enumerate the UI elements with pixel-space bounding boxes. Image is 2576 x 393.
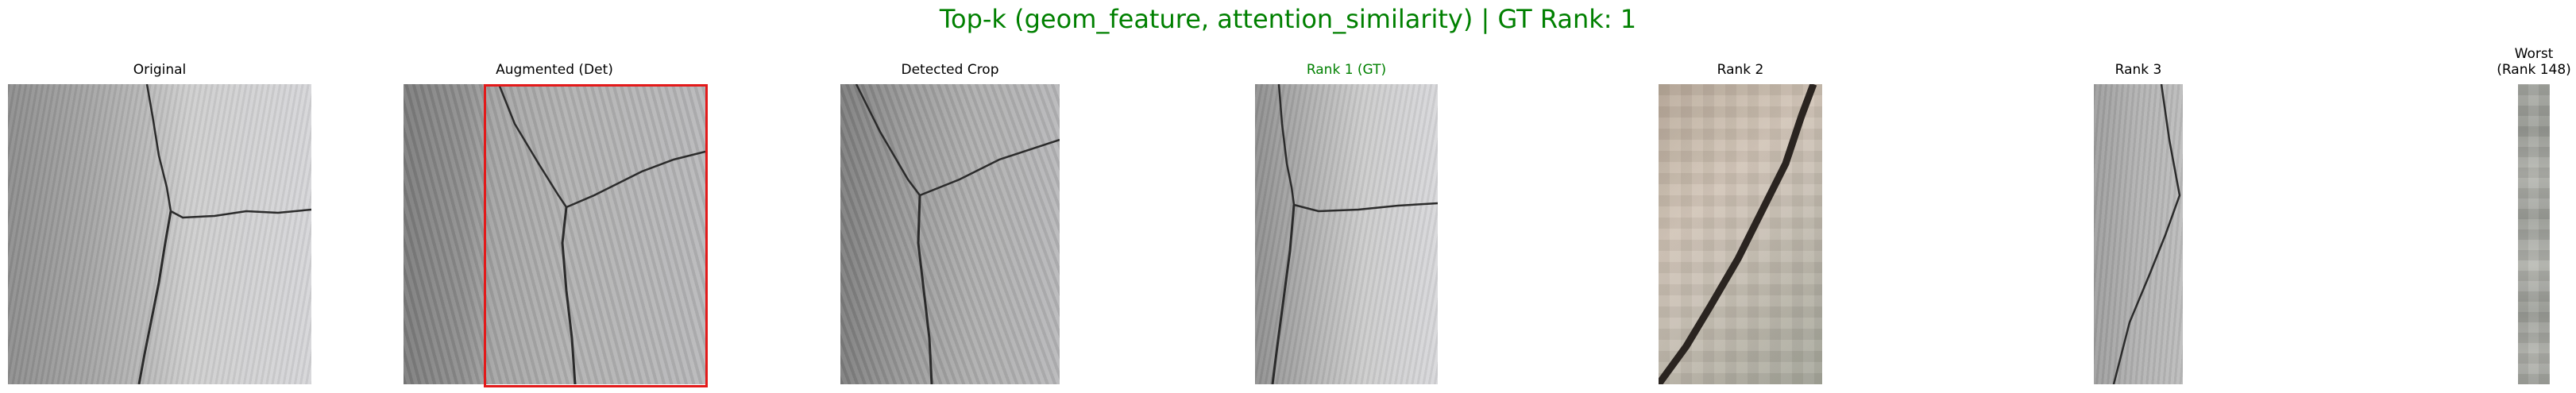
augmented-image: [404, 84, 705, 384]
panel-title-rank-3: Rank 3: [2114, 62, 2162, 78]
detection-box: [484, 84, 708, 387]
panel-title-original: Original: [133, 62, 187, 78]
panel-title-detected-crop: Detected Crop: [901, 62, 999, 78]
panel-title-worst: Worst (Rank 148): [2497, 46, 2571, 78]
panel-title-rank-1: Rank 1 (GT): [1306, 62, 1387, 78]
detected-crop-image: [840, 84, 1060, 384]
panel-title-augmented: Augmented (Det): [496, 62, 613, 78]
original-image: [8, 84, 311, 384]
rank-3-image: [2094, 84, 2183, 384]
rank-2-image: [1659, 84, 1822, 384]
rank-1-image: [1255, 84, 1438, 384]
figure-title: Top-k (geom_feature, attention_similarit…: [939, 4, 1637, 34]
worst-image: [2518, 84, 2550, 384]
panel-title-rank-2: Rank 2: [1717, 62, 1764, 78]
